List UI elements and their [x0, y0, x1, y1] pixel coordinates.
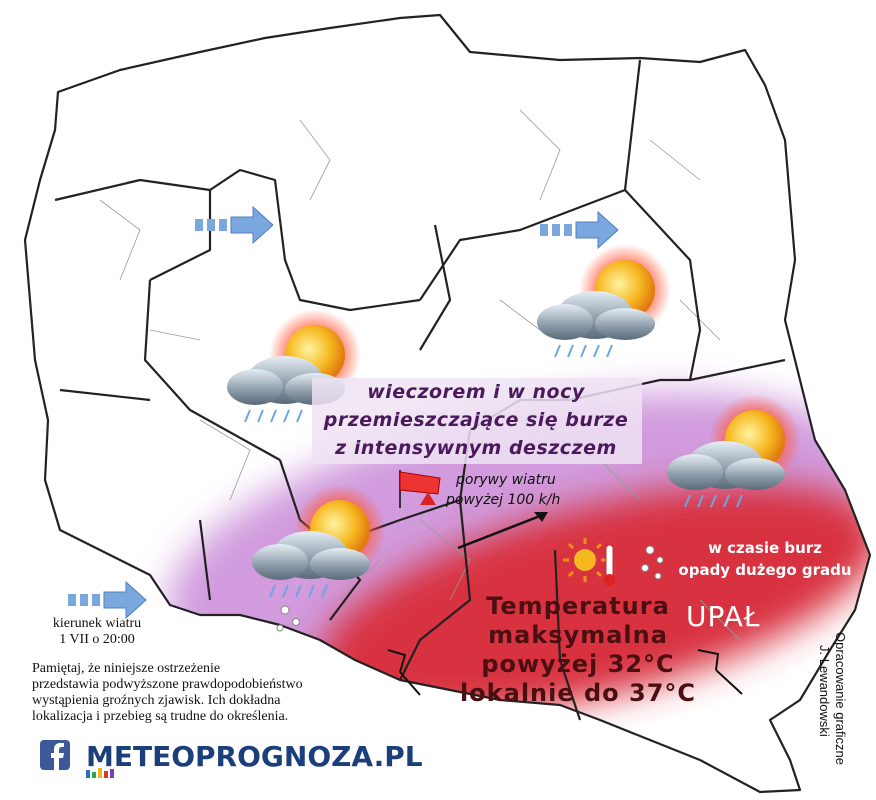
windsock-icon — [399, 470, 441, 508]
disclaimer: Pamiętaj, że niniejsze ostrzeżenie — [32, 661, 220, 676]
temperature-text: Temperatura — [486, 592, 670, 620]
hail-icon — [276, 545, 664, 632]
storm-text: wieczorem i w nocy — [367, 381, 586, 403]
direction-arrows — [387, 649, 743, 696]
wind-arrow — [67, 581, 147, 619]
logo[interactable]: METEOPROGNOZA.PL — [86, 740, 423, 773]
gust-arrow — [457, 514, 541, 550]
storm-text: przemieszczające się burze — [323, 409, 629, 431]
temperature-text: powyżej 32°C — [481, 650, 674, 678]
heat-label: UPAŁ — [686, 600, 760, 633]
wind-arrow — [194, 206, 274, 244]
gust-arrowhead — [534, 512, 548, 522]
gust-text: porywy wiatru — [455, 472, 556, 488]
storm-icon — [536, 243, 672, 358]
hail-text: opady dużego gradu — [678, 561, 851, 579]
facebook-glyph — [51, 743, 64, 770]
disclaimer: wystąpienia groźnych zjawisk. Ich dokład… — [32, 693, 281, 708]
credit: Opracowanie graficzne — [833, 632, 848, 765]
disclaimer: przedstawia podwyższone prawdopodobieńst… — [32, 677, 303, 692]
hail-text: w czasie burz — [708, 539, 822, 557]
heat-zone — [317, 484, 870, 716]
storm-box — [312, 378, 642, 464]
credit: J. Lewandowski — [817, 645, 832, 737]
temperature-text: maksymalna — [488, 621, 668, 649]
temperature-text: lokalnie do 37°C — [460, 679, 696, 707]
gust-text: powyżej 100 k/h — [445, 492, 560, 508]
wind-legend: kierunek wiatru — [53, 616, 141, 631]
logo-bars — [86, 768, 114, 778]
wind-legend: 1 VII o 20:00 — [59, 632, 135, 647]
storm-text: z intensywnym deszczem — [334, 437, 617, 459]
heat-icon — [563, 538, 616, 586]
disclaimer: lokalizacja i przebieg są trudne do okre… — [32, 709, 288, 724]
